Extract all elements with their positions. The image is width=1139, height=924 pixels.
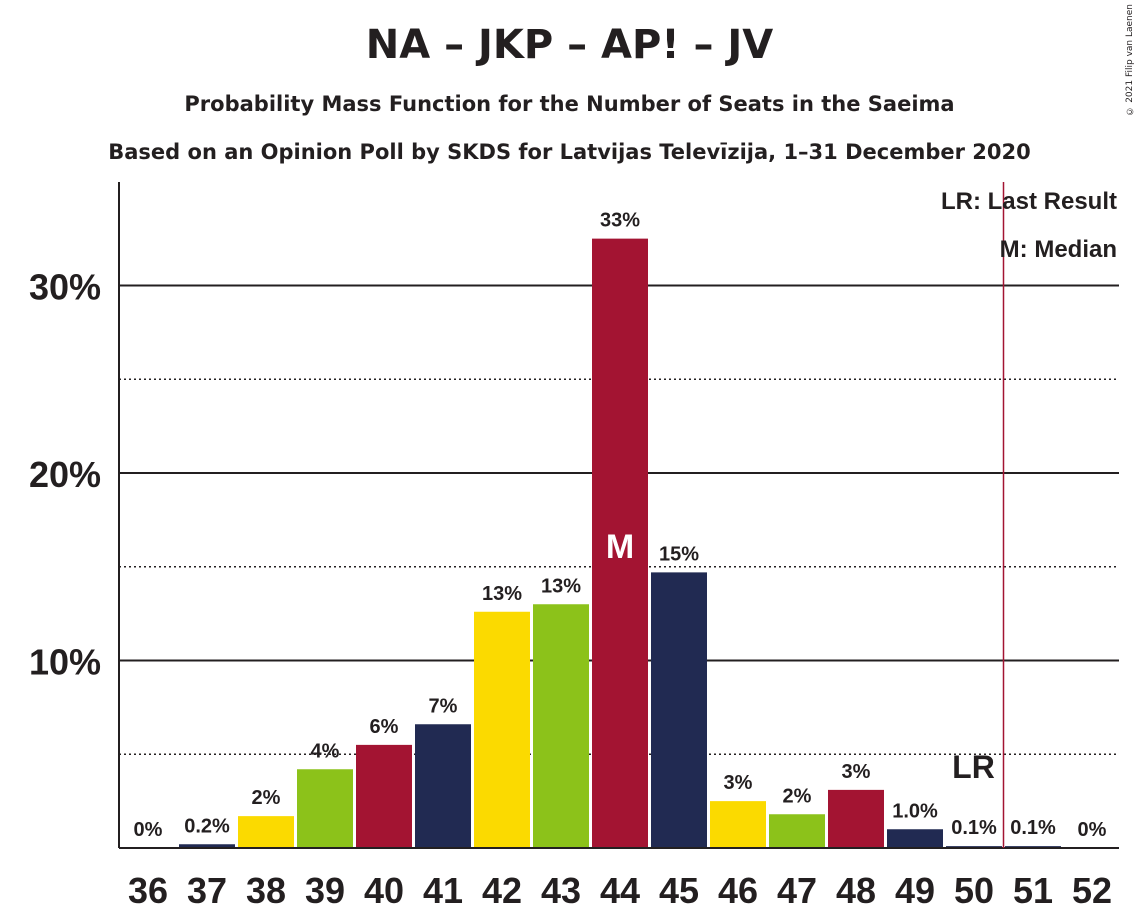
bar-seat-46 — [710, 801, 766, 848]
markers: LR M — [606, 182, 1005, 848]
x-tick-label-49: 49 — [895, 870, 935, 911]
x-tick-label-46: 46 — [718, 870, 758, 911]
x-tick-label-47: 47 — [777, 870, 817, 911]
x-tick-label-42: 42 — [482, 870, 522, 911]
data-label-seat-46: 3% — [724, 772, 753, 794]
y-tick-label-30: 30% — [29, 267, 101, 308]
bar-seat-37 — [179, 844, 235, 848]
x-tick-label-48: 48 — [836, 870, 876, 911]
x-tick-label-37: 37 — [187, 870, 227, 911]
legend: LR: Last Result M: Median — [941, 188, 1117, 263]
data-label-seat-40: 6% — [370, 716, 399, 738]
axes — [118, 182, 1119, 849]
data-label-seat-49: 1.0% — [892, 800, 938, 822]
data-label-seat-36: 0% — [134, 819, 163, 841]
data-label-seat-51: 0.1% — [1010, 817, 1056, 839]
bar-seat-43 — [533, 604, 589, 848]
bar-seat-44 — [592, 238, 648, 848]
x-tick-label-51: 51 — [1013, 870, 1053, 911]
data-label-seat-50: 0.1% — [951, 817, 997, 839]
x-tick-label-44: 44 — [600, 870, 640, 911]
y-tick-labels: 10% 20% 30% — [29, 267, 101, 683]
x-tick-label-52: 52 — [1072, 870, 1112, 911]
bar-seat-45 — [651, 572, 707, 848]
median-marker: M — [606, 528, 634, 566]
x-tick-label-41: 41 — [423, 870, 463, 911]
x-tick-label-45: 45 — [659, 870, 699, 911]
data-label-seat-39: 4% — [311, 740, 340, 762]
bars — [179, 238, 1061, 848]
x-tick-label-43: 43 — [541, 870, 581, 911]
legend-median: M: Median — [1000, 236, 1117, 263]
chart-title: NA – JKP – AP! – JV — [365, 22, 774, 68]
data-label-seat-37: 0.2% — [184, 815, 230, 837]
x-tick-label-39: 39 — [305, 870, 345, 911]
data-label-seat-48: 3% — [842, 761, 871, 783]
legend-last-result: LR: Last Result — [941, 188, 1117, 215]
bar-seat-49 — [887, 829, 943, 848]
x-tick-label-36: 36 — [128, 870, 168, 911]
data-label-seat-42: 13% — [482, 583, 522, 605]
x-tick-label-40: 40 — [364, 870, 404, 911]
chart-subtitle-source: Based on an Opinion Poll by SKDS for Lat… — [108, 140, 1031, 164]
bar-seat-39 — [297, 769, 353, 848]
data-label-seat-43: 13% — [541, 575, 581, 597]
x-tick-label-50: 50 — [954, 870, 994, 911]
data-label-seat-52: 0% — [1078, 819, 1107, 841]
data-labels: 0% 0.2% 2% 4% 6% 7% 13% 13% 33% 15% 3% 2% 3% 1.0% 0.1%… — [134, 210, 1107, 841]
data-label-seat-44: 33% — [600, 210, 640, 232]
data-label-seat-45: 15% — [659, 543, 699, 565]
y-tick-label-20: 20% — [29, 454, 101, 495]
bar-seat-48 — [828, 789, 884, 848]
data-label-seat-41: 7% — [429, 695, 458, 717]
data-label-seat-38: 2% — [252, 787, 281, 809]
data-label-seat-47: 2% — [783, 785, 812, 807]
y-tick-label-10: 10% — [29, 642, 101, 683]
chart-subtitle: Probability Mass Function for the Number… — [184, 92, 955, 116]
bar-seat-38 — [238, 816, 294, 848]
bar-seat-47 — [769, 814, 825, 848]
bar-seat-41 — [415, 724, 471, 848]
x-tick-labels: 36 37 38 39 40 41 42 43 44 45 46 47 48 49 50 51 52 — [128, 870, 1112, 911]
bar-seat-40 — [356, 744, 412, 848]
x-tick-label-38: 38 — [246, 870, 286, 911]
last-result-marker: LR — [952, 749, 995, 785]
bar-seat-42 — [474, 611, 530, 848]
